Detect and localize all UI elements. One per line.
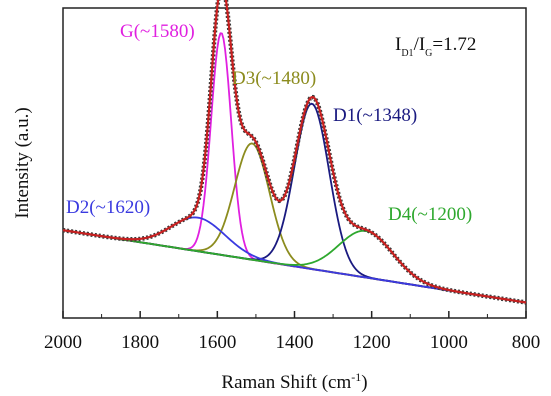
x-tick-label: 800 [512,332,541,353]
intensity-ratio-label: ID1/IG=1.72 [395,34,476,59]
peak-label-d1: D1(~1348) [333,105,417,126]
cumulative-fit-line [62,0,527,304]
x-tick-label: 2000 [44,332,82,353]
peak-label-d4: D4(~1200) [388,204,472,225]
x-tick-label: 1600 [198,332,236,353]
x-axis-label: Raman Shift (cm-1) [221,370,367,393]
x-tick-label: 1000 [430,332,468,353]
y-axis-label: Intensity (a.u.) [12,107,33,218]
x-tick-label: 1800 [121,332,159,353]
x-tick-label: 1400 [276,332,314,353]
peak-label-d2: D2(~1620) [66,197,150,218]
peak-label-d3: D3(~1480) [232,68,316,89]
peak-label-g: G(~1580) [120,21,195,42]
x-tick-label: 1200 [353,332,391,353]
